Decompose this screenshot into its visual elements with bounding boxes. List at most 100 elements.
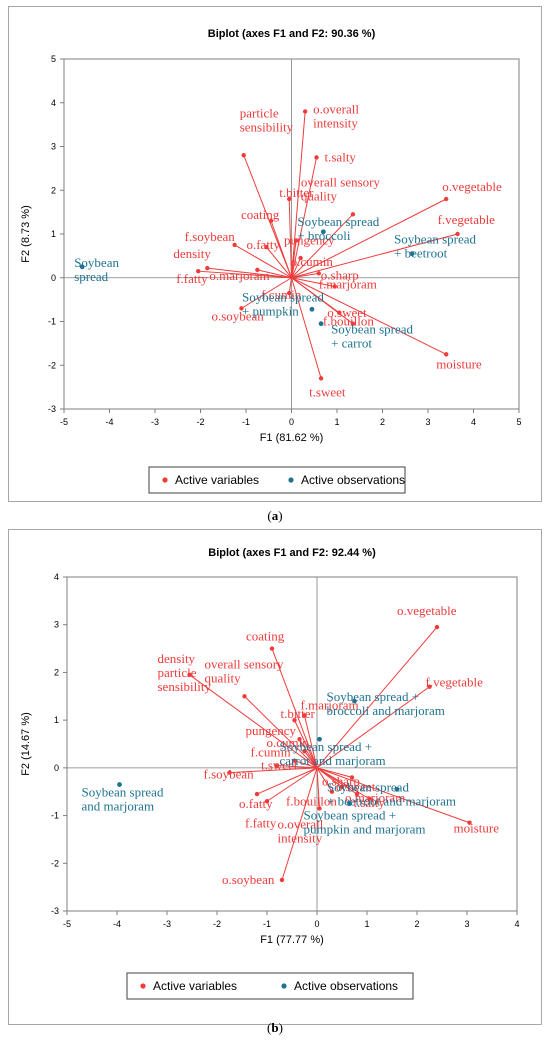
- variable-vector: [316, 767, 320, 809]
- variable-point: [239, 306, 244, 311]
- variable-point: [302, 748, 307, 754]
- variable-label: t.sweet: [261, 757, 298, 772]
- variable-label: t.salty: [325, 149, 357, 164]
- legend-observations-marker: [288, 477, 294, 483]
- x-axis-label: F1 (77.77 %): [260, 934, 324, 946]
- x-tick-label: 2: [380, 417, 385, 427]
- x-tick-label: 1: [334, 417, 339, 427]
- variable-vector: [257, 269, 292, 279]
- x-tick-label: 4: [514, 919, 519, 929]
- variable-vector: [266, 767, 318, 802]
- legend-box: [148, 466, 406, 494]
- y-tick-label: 0: [54, 763, 59, 773]
- caption-a-letter: a: [271, 508, 279, 523]
- variable-label: f.fatty: [176, 271, 208, 286]
- x-tick-label: 3: [464, 919, 469, 929]
- variable-point: [227, 770, 232, 775]
- observation-label: Soybean spread +: [304, 808, 397, 823]
- variable-point: [444, 352, 449, 357]
- y-tick-label: 0: [51, 273, 56, 283]
- variable-label: quality: [301, 188, 338, 203]
- variable-vector: [291, 277, 335, 287]
- caption-a: (a): [267, 508, 283, 523]
- observation-point: [117, 782, 122, 787]
- observation-point: [320, 229, 326, 235]
- observation-label: + beetroot: [394, 246, 448, 261]
- variable-label: overall sensory: [205, 656, 285, 671]
- x-tick-label: 1: [364, 919, 369, 929]
- observation-label: + pumpkin: [242, 303, 299, 318]
- variable-vector: [304, 750, 318, 769]
- x-tick-label: -2: [196, 417, 204, 427]
- variable-point: [349, 775, 355, 780]
- x-tick-label: -2: [213, 919, 221, 929]
- x-tick-label: -1: [242, 417, 250, 427]
- y-tick-label: 4: [51, 98, 56, 108]
- variable-vector: [256, 767, 318, 795]
- variable-point: [293, 238, 299, 243]
- variable-point: [269, 646, 275, 651]
- variable-vector: [291, 233, 458, 279]
- variable-point: [350, 321, 356, 326]
- variable-vector: [271, 648, 318, 769]
- variable-point: [329, 789, 335, 794]
- variable-label: intensity: [278, 830, 323, 845]
- y-tick-label: -2: [48, 360, 56, 370]
- observation-label: + carrot: [331, 336, 372, 351]
- variable-label: density: [173, 246, 211, 261]
- variable-label: intensity: [313, 116, 358, 131]
- y-tick-label: 3: [54, 620, 59, 630]
- variable-label: o.fatty: [246, 237, 280, 252]
- variable-label: o.overall: [278, 816, 324, 831]
- observation-label: pumpkin and marjoram: [304, 822, 426, 837]
- variable-label: f.cumin: [261, 287, 302, 302]
- variable-label: o.soybean: [222, 872, 275, 887]
- variable-vector: [291, 257, 302, 278]
- variable-point: [241, 153, 246, 158]
- variable-vector: [288, 277, 292, 294]
- variable-point: [367, 796, 372, 802]
- variable-label: particle: [240, 105, 279, 120]
- chart-title: Biplot (axes F1 and F2: 92.44 %): [208, 547, 376, 559]
- x-tick-label: 0: [289, 417, 294, 427]
- variable-point: [287, 290, 292, 296]
- variable-label: quality: [205, 670, 242, 685]
- variable-point: [444, 196, 449, 202]
- variable-point: [434, 624, 440, 630]
- variable-label: o.overall: [313, 102, 359, 117]
- variable-point: [354, 791, 360, 797]
- variable-label: sensibility: [240, 119, 294, 134]
- variable-point: [187, 672, 192, 678]
- observation-label: Soybean spread: [297, 214, 379, 229]
- variable-label: o.sweet: [327, 305, 367, 320]
- observation-point: [318, 321, 324, 327]
- x-tick-label: -5: [63, 919, 71, 929]
- variable-vector: [291, 277, 354, 325]
- y-tick-label: 5: [51, 54, 56, 64]
- variable-point: [318, 376, 324, 381]
- y-tick-label: 4: [54, 572, 59, 582]
- variable-vector: [316, 686, 430, 769]
- observation-label: Soybean spread: [394, 232, 476, 247]
- variable-label: f.marjoram: [319, 277, 377, 292]
- variable-point: [232, 242, 237, 248]
- variable-point: [287, 196, 292, 202]
- legend-observations-label: Active observations: [301, 473, 405, 487]
- variable-label: t.sweet: [309, 384, 346, 399]
- variable-label: o.vegetable: [442, 179, 502, 194]
- variable-vector: [316, 767, 333, 792]
- plot-frame: [66, 576, 518, 912]
- variable-label: pungency: [284, 233, 335, 248]
- x-tick-label: -3: [163, 919, 171, 929]
- biplot-panel-a: Biplot (axes F1 and F2: 90.36 %) -5 -4 -3 -2…: [8, 6, 542, 502]
- biplot-chart-a: Biplot (axes F1 and F2: 90.36 %) -5 -4 -3 -2…: [20, 28, 522, 494]
- variable-point: [467, 820, 472, 825]
- variable-label: coating: [241, 207, 280, 222]
- x-tick-label: 3: [425, 417, 430, 427]
- chart-title: Biplot (axes F1 and F2: 90.36 %): [208, 28, 376, 40]
- observation-label: Soybean spread: [327, 779, 409, 794]
- y-tick-label: 1: [54, 715, 59, 725]
- variable-vector: [241, 277, 292, 309]
- variable-vector: [288, 198, 292, 278]
- variable-vector: [316, 626, 438, 769]
